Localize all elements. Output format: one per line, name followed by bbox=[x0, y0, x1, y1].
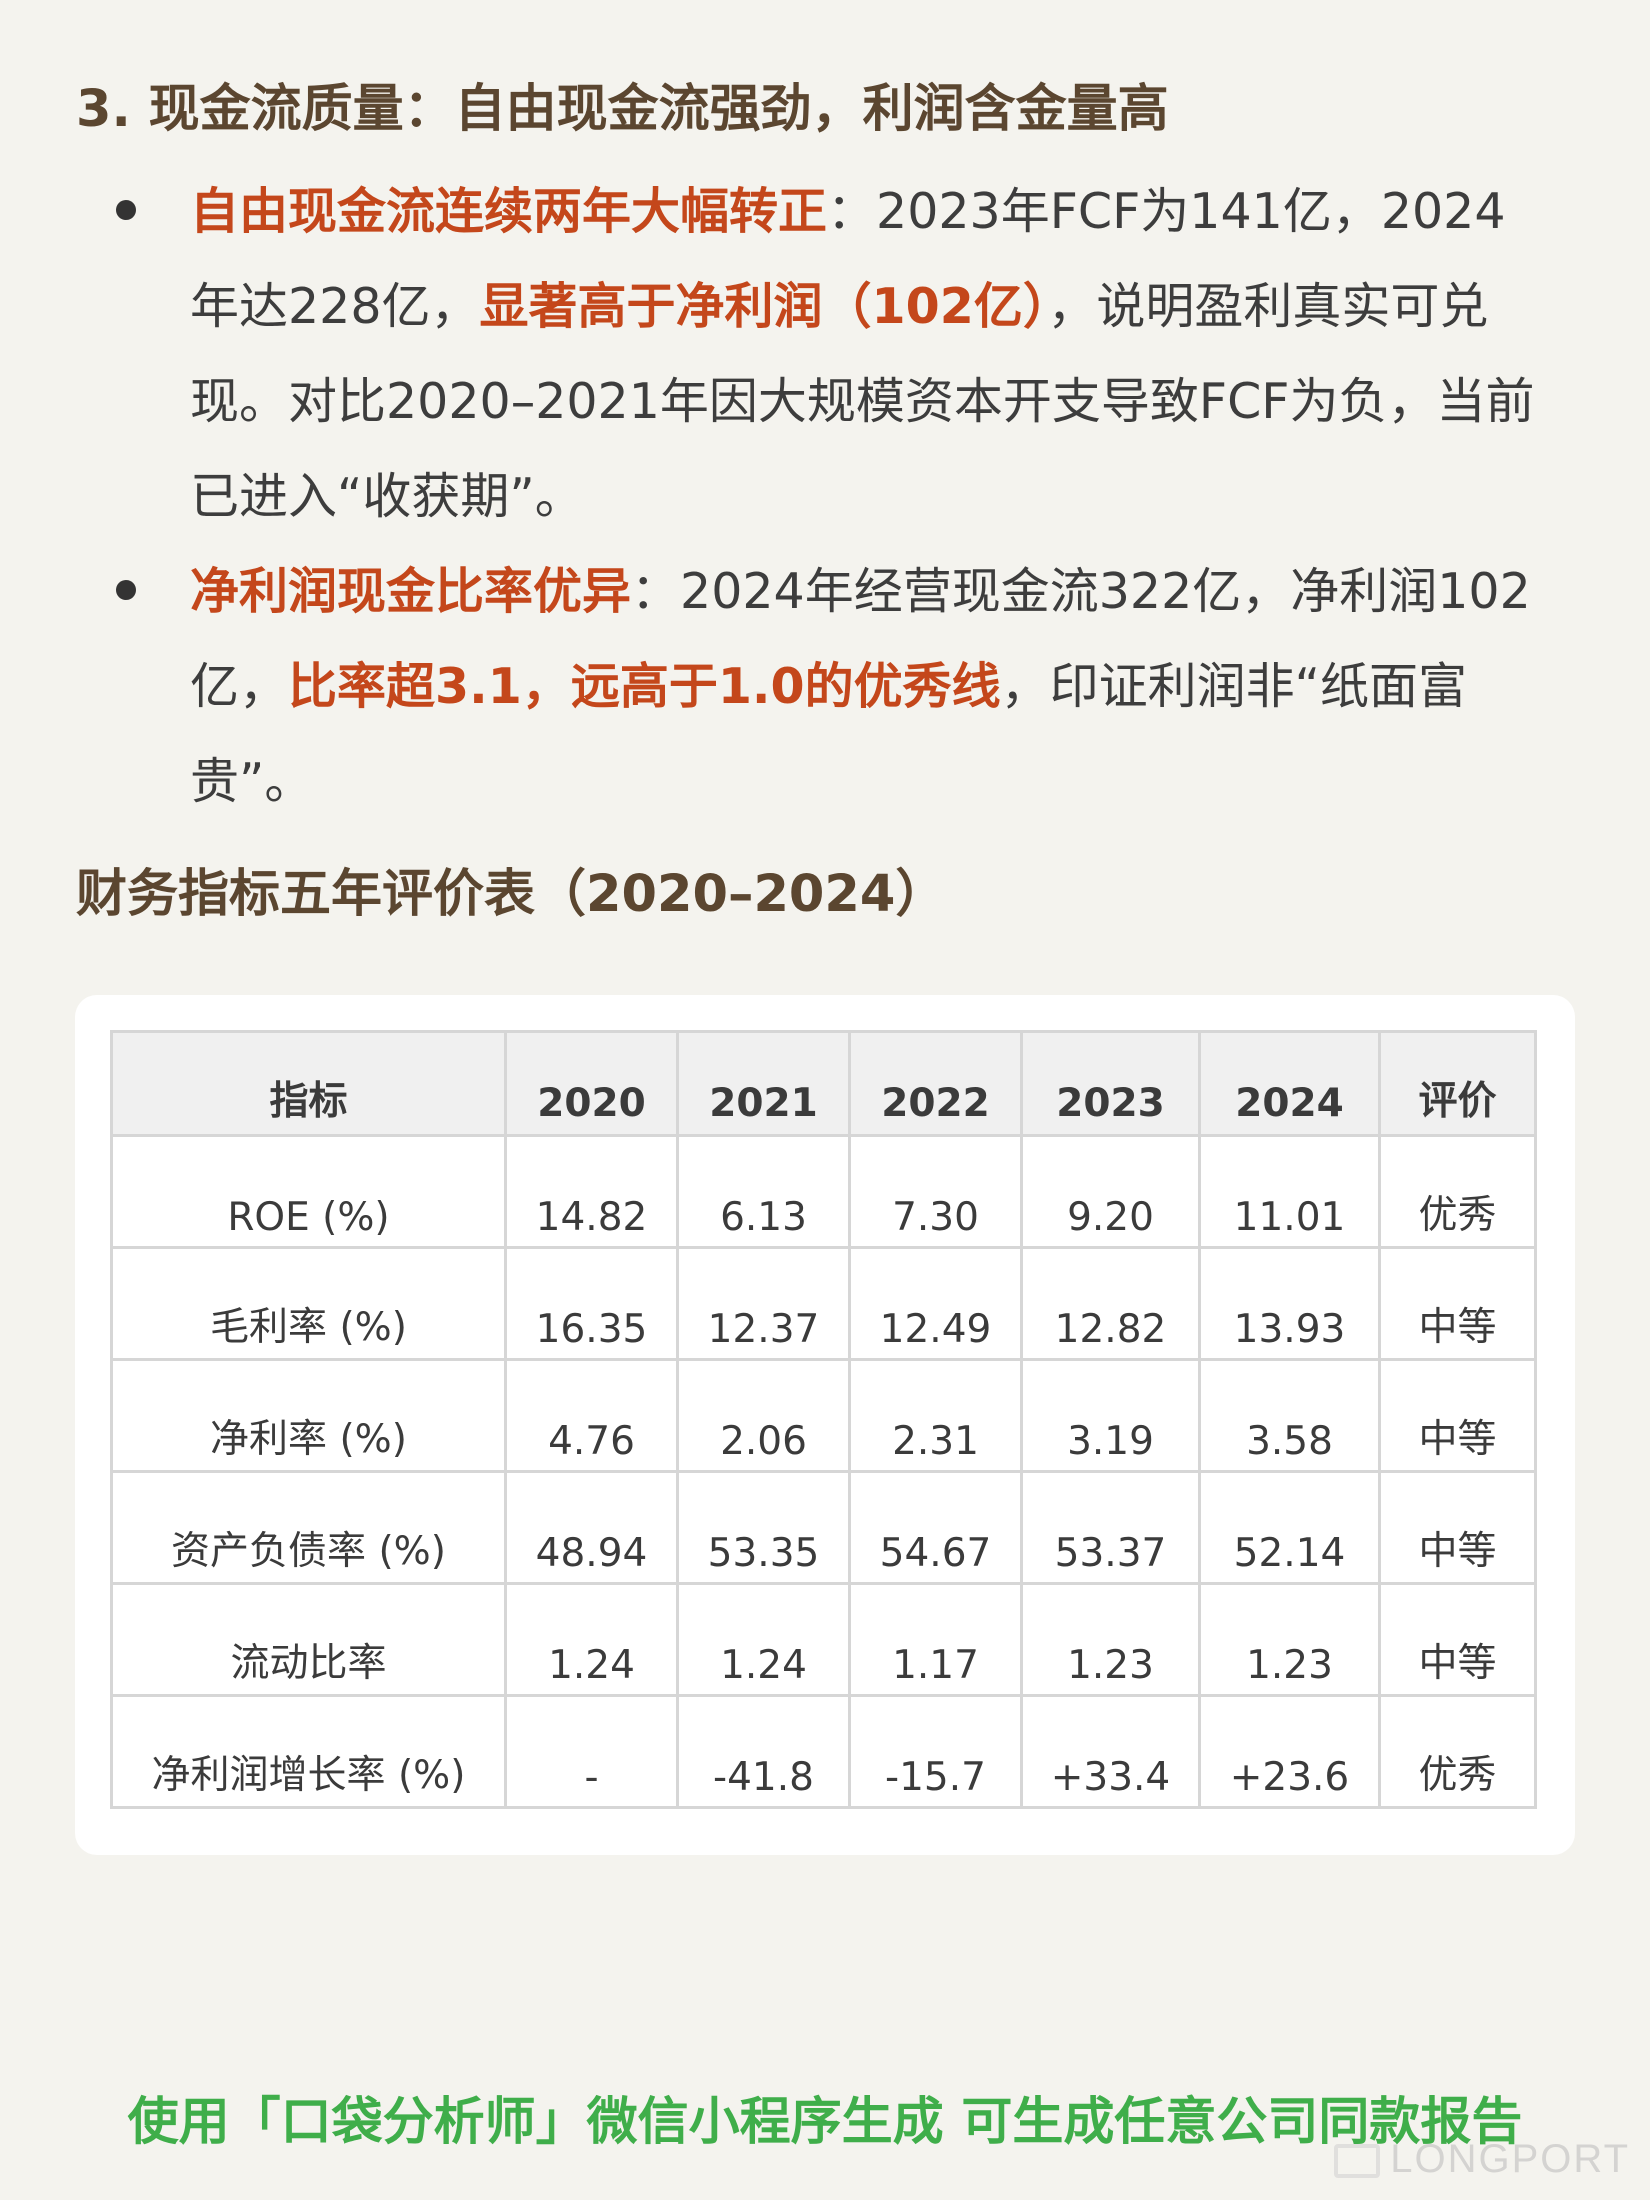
table-row: 资产负债率 (%) 48.94 53.35 54.67 53.37 52.14 … bbox=[110, 1470, 1537, 1585]
bullet-text: ，印证利润非“纸面富贵”。 bbox=[190, 658, 1468, 810]
table-cell: 9.20 bbox=[1020, 1134, 1201, 1249]
table-cell: 52.14 bbox=[1198, 1470, 1381, 1585]
bullet-highlight: 自由现金流连续两年大幅转正 bbox=[190, 183, 828, 240]
table-cell: 资产负债率 (%) bbox=[110, 1470, 507, 1585]
report-content: 3. 现金流质量：自由现金流强劲，利润含金量高 自由现金流连续两年大幅转正：20… bbox=[76, 70, 1576, 935]
table-cell: 12.49 bbox=[848, 1246, 1023, 1361]
column-header: 2024 bbox=[1198, 1030, 1381, 1137]
table-cell: 优秀 bbox=[1378, 1134, 1537, 1249]
table-cell: 11.01 bbox=[1198, 1134, 1381, 1249]
table-cell: 53.37 bbox=[1020, 1470, 1201, 1585]
column-header: 2023 bbox=[1020, 1030, 1201, 1137]
bullet-text: ：2023年FCF为141亿，2024年达228亿， bbox=[190, 183, 1506, 335]
table-cell: 净利润增长率 (%) bbox=[110, 1694, 507, 1809]
table-row: 流动比率 1.24 1.24 1.17 1.23 1.23 中等 bbox=[110, 1582, 1537, 1697]
bullet-item-cash-ratio: 净利润现金比率优异：2024年经营现金流322亿，净利润102亿，比率超3.1，… bbox=[76, 544, 1576, 829]
table-cell: 4.76 bbox=[504, 1358, 679, 1473]
table-row: 净利润增长率 (%) - -41.8 -15.7 +33.4 +23.6 优秀 bbox=[110, 1694, 1537, 1809]
bullet-item-fcf: 自由现金流连续两年大幅转正：2023年FCF为141亿，2024年达228亿，显… bbox=[76, 164, 1576, 544]
table-cell: 中等 bbox=[1378, 1582, 1537, 1697]
column-header: 评价 bbox=[1378, 1030, 1537, 1137]
table-row: ROE (%) 14.82 6.13 7.30 9.20 11.01 优秀 bbox=[110, 1134, 1537, 1249]
table-cell: 2.06 bbox=[676, 1358, 851, 1473]
table-cell: 1.17 bbox=[848, 1582, 1023, 1697]
column-header: 2020 bbox=[504, 1030, 679, 1137]
table-row: 净利率 (%) 4.76 2.06 2.31 3.19 3.58 中等 bbox=[110, 1358, 1537, 1473]
footer-promo: 使用「口袋分析师」微信小程序生成 可生成任意公司同款报告 bbox=[127, 2093, 1523, 2152]
table-cell: 净利率 (%) bbox=[110, 1358, 507, 1473]
table-cell: 12.37 bbox=[676, 1246, 851, 1361]
table-cell: 1.24 bbox=[676, 1582, 851, 1697]
table-cell: 1.23 bbox=[1020, 1582, 1201, 1697]
table-cell: 54.67 bbox=[848, 1470, 1023, 1585]
table-row: 毛利率 (%) 16.35 12.37 12.49 12.82 13.93 中等 bbox=[110, 1246, 1537, 1361]
bullet-dot bbox=[116, 200, 136, 220]
table-cell: 优秀 bbox=[1378, 1694, 1537, 1809]
table-cell: 毛利率 (%) bbox=[110, 1246, 507, 1361]
column-header: 2021 bbox=[676, 1030, 851, 1137]
table-cell: 12.82 bbox=[1020, 1246, 1201, 1361]
bullet-list: 自由现金流连续两年大幅转正：2023年FCF为141亿，2024年达228亿，显… bbox=[76, 164, 1576, 829]
column-header: 2022 bbox=[848, 1030, 1023, 1137]
table-cell: 中等 bbox=[1378, 1246, 1537, 1361]
table-cell: 3.58 bbox=[1198, 1358, 1381, 1473]
table-cell: 13.93 bbox=[1198, 1246, 1381, 1361]
table-cell: - bbox=[504, 1694, 679, 1809]
table-cell: 53.35 bbox=[676, 1470, 851, 1585]
watermark-logo-icon bbox=[1334, 2144, 1381, 2179]
table-cell: 2.31 bbox=[848, 1358, 1023, 1473]
bullet-highlight: 净利润现金比率优异 bbox=[190, 563, 632, 620]
table-cell: +33.4 bbox=[1020, 1694, 1201, 1809]
table-cell: 7.30 bbox=[848, 1134, 1023, 1249]
bullet-highlight: 显著高于净利润（102亿） bbox=[479, 278, 1048, 335]
table-cell: 1.24 bbox=[504, 1582, 679, 1697]
table-cell: 流动比率 bbox=[110, 1582, 507, 1697]
bullet-text: ，说明盈利真实可兑现。对比2020–2021年因大规模资本开支导致FCF为负，当… bbox=[190, 278, 1535, 525]
table-heading: 财务指标五年评价表（2020–2024） bbox=[76, 865, 947, 924]
table-cell: -41.8 bbox=[676, 1694, 851, 1809]
metrics-table: 指标 2020 2021 2022 2023 2024 评价 ROE (%) 1… bbox=[110, 1030, 1537, 1809]
table-cell: +23.6 bbox=[1198, 1694, 1381, 1809]
column-header: 指标 bbox=[110, 1030, 507, 1137]
table-card: 指标 2020 2021 2022 2023 2024 评价 ROE (%) 1… bbox=[75, 995, 1575, 1855]
table-cell: 6.13 bbox=[676, 1134, 851, 1249]
table-cell: -15.7 bbox=[848, 1694, 1023, 1809]
table-cell: 中等 bbox=[1378, 1358, 1537, 1473]
bullet-dot bbox=[116, 580, 136, 600]
table-header-row: 指标 2020 2021 2022 2023 2024 评价 bbox=[110, 1030, 1537, 1137]
table-cell: 1.23 bbox=[1198, 1582, 1381, 1697]
table-cell: 16.35 bbox=[504, 1246, 679, 1361]
table-cell: 14.82 bbox=[504, 1134, 679, 1249]
watermark: LONGPORT bbox=[1334, 2137, 1630, 2182]
watermark-text: LONGPORT bbox=[1390, 2137, 1630, 2181]
table-cell: 3.19 bbox=[1020, 1358, 1201, 1473]
bullet-text: ：2024年经营现金流322亿，净利润102亿， bbox=[190, 563, 1531, 715]
table-cell: 中等 bbox=[1378, 1470, 1537, 1585]
bullet-highlight: 比率超3.1，远高于1.0的优秀线 bbox=[288, 658, 1001, 715]
table-cell: 48.94 bbox=[504, 1470, 679, 1585]
table-cell: ROE (%) bbox=[110, 1134, 507, 1249]
section-heading: 3. 现金流质量：自由现金流强劲，利润含金量高 bbox=[76, 80, 1169, 139]
